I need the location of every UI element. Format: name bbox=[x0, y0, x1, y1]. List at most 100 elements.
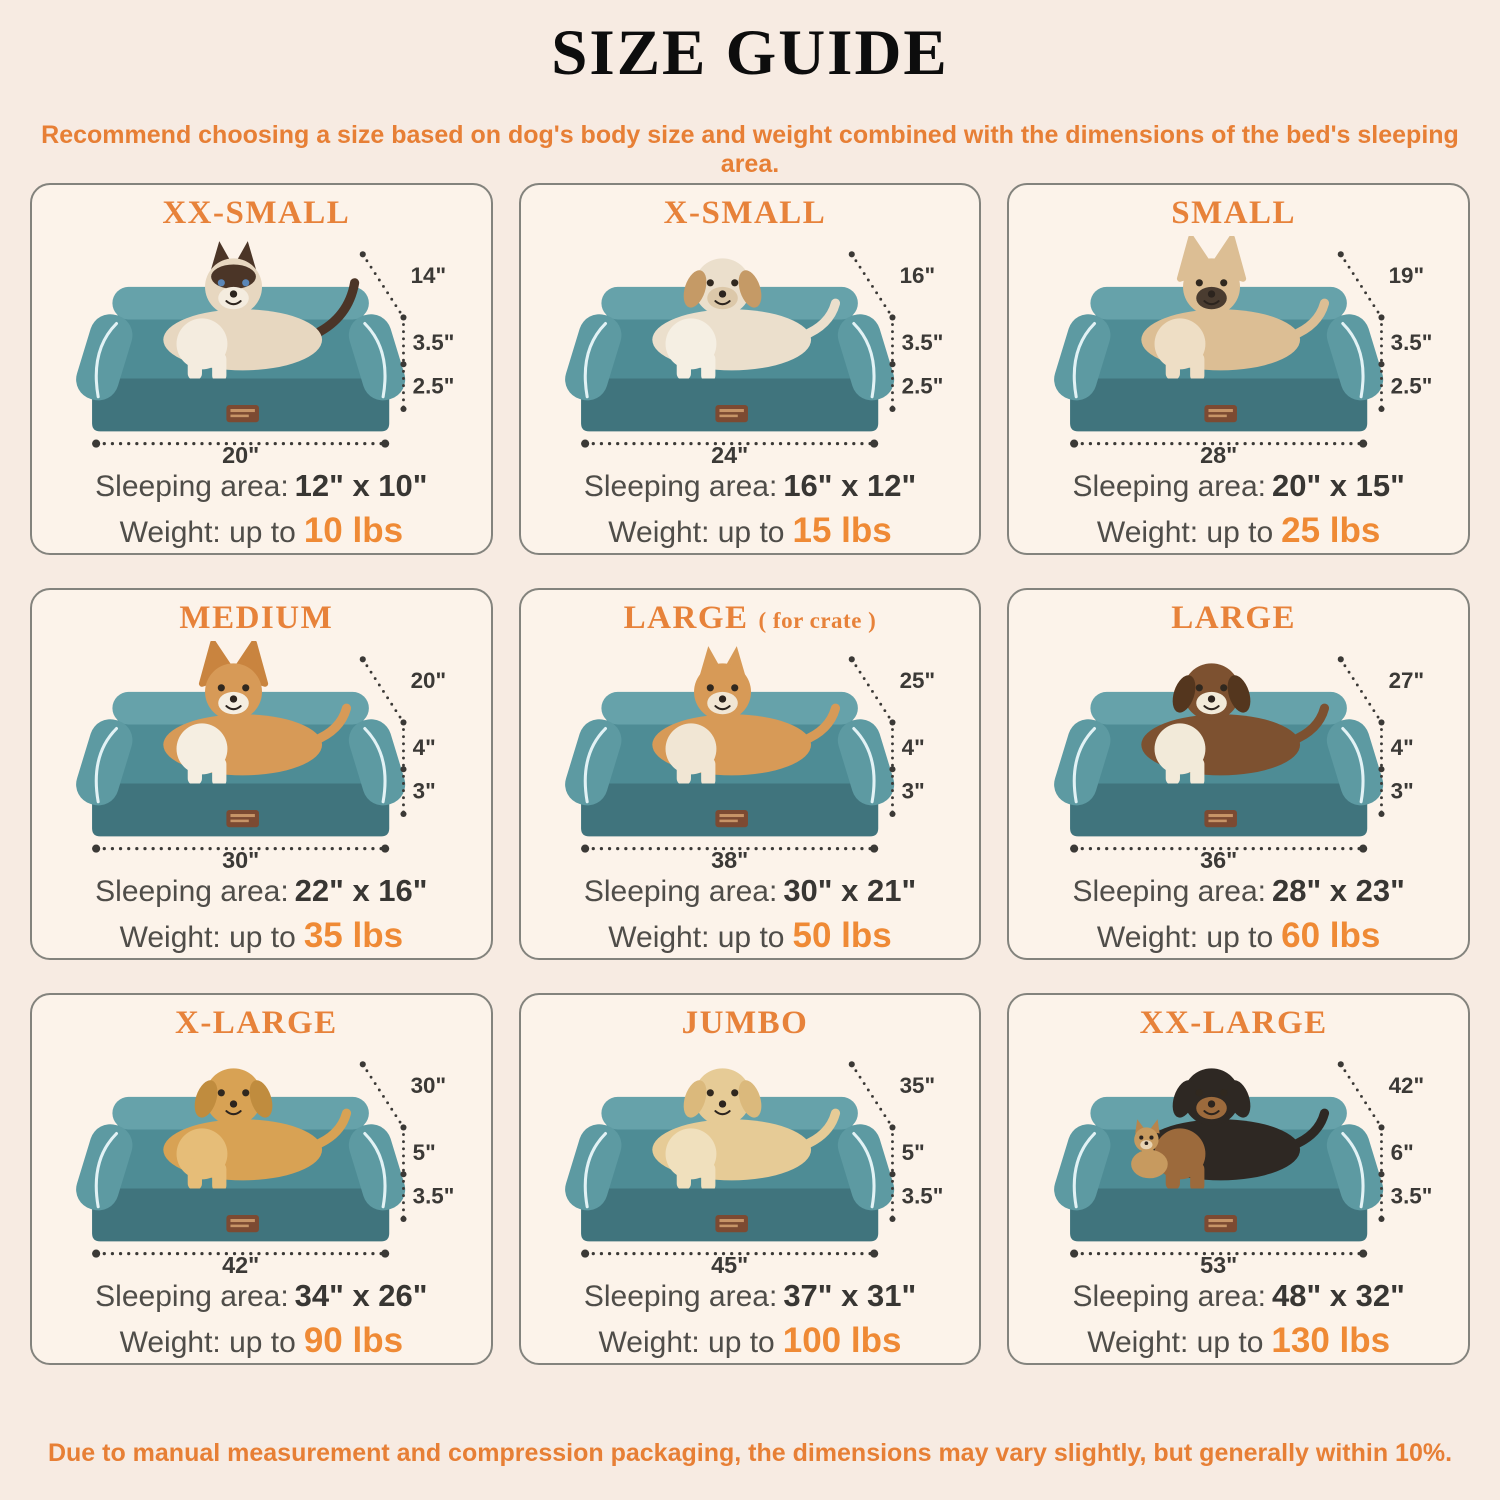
card-info: Sleeping area: 48" x 32" Weight: up to 130… bbox=[1073, 1276, 1405, 1363]
bed-illustration: 35" 5" 3.5" 45" bbox=[565, 1061, 943, 1276]
sleeping-area-label: Sleeping area: bbox=[583, 1280, 778, 1314]
weight-row: Weight: up to 35 lbs bbox=[95, 913, 427, 959]
dim-base-height-label: 2.5" bbox=[413, 374, 455, 399]
bed-drawing: 19" 3.5" 2.5" 28" bbox=[1053, 236, 1432, 466]
dim-width-label: 27" bbox=[1388, 668, 1423, 693]
dim-base-height-label: 3" bbox=[413, 779, 436, 804]
bed-illustration: 16" 3.5" 2.5" 24" bbox=[565, 251, 944, 466]
sleeping-area-row: Sleeping area: 20" x 15" bbox=[1073, 466, 1405, 506]
dim-length-label: 42" bbox=[222, 1252, 259, 1276]
bed-drawing: 14" 3.5" 2.5" 20" bbox=[76, 241, 455, 466]
dim-length-label: 45" bbox=[711, 1252, 748, 1276]
dimension-annotations: 25" 4" 3" 38" bbox=[581, 656, 935, 871]
dim-bolster-height-label: 4" bbox=[413, 735, 436, 760]
weight-value: 90 lbs bbox=[303, 1320, 404, 1360]
dim-length-label: 30" bbox=[222, 847, 259, 871]
dim-length-label: 53" bbox=[1200, 1252, 1237, 1276]
sleeping-area-value: 30" x 21" bbox=[783, 873, 917, 909]
bed-illustration: 19" 3.5" 2.5" 28" bbox=[1053, 236, 1432, 466]
bed-brand-tag bbox=[715, 405, 748, 423]
dim-bolster-height-label: 3.5" bbox=[413, 330, 455, 355]
sleeping-area-row: Sleeping area: 48" x 32" bbox=[1073, 1276, 1405, 1316]
bed-illustration: 20" 4" 3" 30" bbox=[76, 641, 446, 871]
size-card-jumbo: JUMBO 35" 5" 3.5" 45" Sleeping area: 37" x 3… bbox=[518, 993, 982, 1365]
dim-bolster-height-label: 3.5" bbox=[1390, 330, 1432, 355]
card-info: Sleeping area: 22" x 16" Weight: up to 35 … bbox=[95, 871, 427, 958]
dim-bolster-height-label: 5" bbox=[902, 1140, 925, 1165]
card-title-row: X-SMALL bbox=[664, 195, 837, 236]
pet-cat bbox=[163, 241, 360, 383]
bed-illustration: 14" 3.5" 2.5" 20" bbox=[76, 241, 455, 466]
sleeping-area-row: Sleeping area: 22" x 16" bbox=[95, 871, 427, 911]
card-info: Sleeping area: 12" x 10" Weight: up to 10 … bbox=[95, 466, 427, 553]
card-title-suffix: ( for crate ) bbox=[758, 608, 877, 633]
pet-corgi bbox=[163, 641, 352, 788]
card-info: Sleeping area: 30" x 21" Weight: up to 50 … bbox=[584, 871, 916, 958]
weight-row: Weight: up to 100 lbs bbox=[584, 1318, 916, 1364]
bed-brand-tag bbox=[226, 1215, 260, 1233]
card-title-row: SMALL bbox=[1171, 195, 1306, 236]
bed-illustration: 42" 6" 3.5" 53" bbox=[1053, 1061, 1432, 1276]
sleeping-area-label: Sleeping area: bbox=[583, 470, 778, 504]
sleeping-area-label: Sleeping area: bbox=[583, 875, 778, 909]
sleeping-area-row: Sleeping area: 12" x 10" bbox=[95, 466, 427, 506]
pet-french-bulldog bbox=[1140, 236, 1329, 383]
dim-base-height-label: 3" bbox=[1390, 779, 1413, 804]
card-title: X-LARGE bbox=[174, 1005, 338, 1041]
dim-bolster-height-label: 5" bbox=[413, 1140, 436, 1165]
weight-value: 10 lbs bbox=[303, 510, 404, 550]
sleeping-area-value: 48" x 32" bbox=[1271, 1278, 1405, 1314]
dimension-annotations: 27" 4" 3" 36" bbox=[1069, 656, 1424, 871]
dim-length-label: 36" bbox=[1200, 847, 1237, 871]
weight-label: Weight: up to bbox=[598, 1325, 775, 1359]
weight-value: 50 lbs bbox=[792, 915, 892, 955]
card-title: SMALL bbox=[1171, 195, 1297, 231]
card-info: Sleeping area: 37" x 31" Weight: up to 100… bbox=[584, 1276, 916, 1363]
weight-value: 130 lbs bbox=[1271, 1320, 1391, 1360]
card-title-row: XX-LARGE bbox=[1140, 1005, 1338, 1046]
dim-width-label: 35" bbox=[900, 1073, 935, 1098]
dim-bolster-height-label: 6" bbox=[1390, 1140, 1413, 1165]
dim-width-label: 14" bbox=[411, 263, 446, 288]
card-info: Sleeping area: 28" x 23" Weight: up to 60 … bbox=[1073, 871, 1405, 958]
card-title-row: LARGE bbox=[1171, 600, 1306, 641]
size-card-large: LARGE 27" 4" 3" 36" Sleeping area: 28" x 23"… bbox=[1007, 588, 1470, 960]
sleeping-area-value: 28" x 23" bbox=[1271, 873, 1405, 909]
card-title-row: XX-SMALL bbox=[162, 195, 360, 236]
pet-rottweiler-with-chihuahua bbox=[1130, 1068, 1329, 1193]
dim-base-height-label: 2.5" bbox=[1390, 374, 1432, 399]
size-card-medium: MEDIUM 20" 4" 3" 30" Sleeping area: 22" x 16… bbox=[30, 588, 493, 960]
weight-label: Weight: up to bbox=[608, 920, 785, 954]
size-cards-grid: XX-SMALL 14" 3.5" 2.5" 20" Sleeping area: 12… bbox=[30, 183, 1470, 1365]
sleeping-area-label: Sleeping area: bbox=[1072, 875, 1266, 909]
dimension-annotations: 19" 3.5" 2.5" 28" bbox=[1069, 251, 1432, 466]
bed-illustration: 25" 4" 3" 38" bbox=[565, 646, 935, 871]
bed-brand-tag bbox=[226, 810, 260, 828]
card-info: Sleeping area: 16" x 12" Weight: up to 15 … bbox=[584, 466, 916, 553]
weight-label: Weight: up to bbox=[1087, 1325, 1264, 1359]
dim-base-height-label: 3.5" bbox=[413, 1184, 455, 1209]
weight-value: 25 lbs bbox=[1281, 510, 1381, 550]
bed-drawing: 35" 5" 3.5" 45" bbox=[565, 1061, 943, 1276]
sleeping-area-label: Sleeping area: bbox=[95, 875, 289, 909]
sleeping-area-row: Sleeping area: 28" x 23" bbox=[1073, 871, 1405, 911]
sleeping-area-label: Sleeping area: bbox=[1072, 1280, 1266, 1314]
card-title-row: JUMBO bbox=[682, 1005, 819, 1046]
dimension-annotations: 35" 5" 3.5" 45" bbox=[581, 1061, 943, 1276]
dim-base-height-label: 3.5" bbox=[902, 1184, 944, 1209]
dim-bolster-height-label: 4" bbox=[1390, 735, 1413, 760]
weight-label: Weight: up to bbox=[119, 920, 296, 954]
bed-brand-tag bbox=[226, 405, 260, 423]
dim-length-label: 28" bbox=[1200, 442, 1237, 466]
pet-golden-retriever bbox=[163, 1068, 352, 1193]
dim-bolster-height-label: 4" bbox=[902, 735, 925, 760]
bed-brand-tag bbox=[1204, 405, 1237, 423]
size-card-xx-small: XX-SMALL 14" 3.5" 2.5" 20" Sleeping area: 12… bbox=[30, 183, 493, 555]
bed-drawing: 25" 4" 3" 38" bbox=[565, 646, 935, 871]
dim-bolster-height-label: 3.5" bbox=[902, 330, 944, 355]
weight-row: Weight: up to 25 lbs bbox=[1073, 508, 1405, 554]
sleeping-area-row: Sleeping area: 30" x 21" bbox=[584, 871, 916, 911]
sleeping-area-value: 34" x 26" bbox=[294, 1278, 428, 1314]
sleeping-area-row: Sleeping area: 37" x 31" bbox=[584, 1276, 916, 1316]
weight-label: Weight: up to bbox=[119, 515, 296, 549]
